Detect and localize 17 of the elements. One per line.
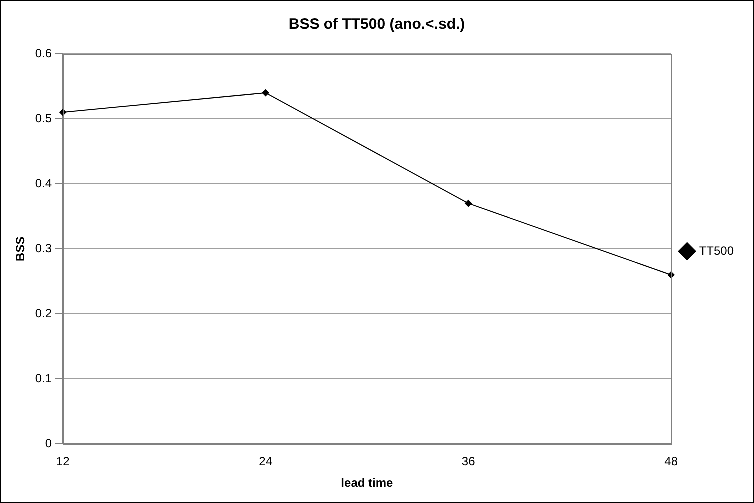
y-tick-label: 0.2 bbox=[35, 306, 52, 320]
y-tick-label: 0.3 bbox=[35, 241, 52, 256]
x-tick-label: 48 bbox=[664, 454, 678, 469]
legend-label: TT500 bbox=[699, 244, 734, 258]
y-tick-label: 0.5 bbox=[35, 111, 52, 126]
point bbox=[262, 90, 270, 97]
y-tick-label: 0.4 bbox=[35, 176, 52, 190]
y-tick-label: 0.6 bbox=[35, 46, 52, 60]
y-axis-title: BSS bbox=[14, 236, 28, 262]
x-tick-label: 36 bbox=[462, 454, 476, 469]
x-tick-label: 24 bbox=[259, 454, 273, 469]
chart-title: BSS of TT500 (ano.<.sd.) bbox=[288, 16, 466, 34]
y-tick-label: 0 bbox=[45, 436, 52, 451]
x-tick-label: 12 bbox=[56, 454, 70, 469]
y-tick-label: 0.1 bbox=[35, 371, 52, 386]
point bbox=[465, 200, 472, 208]
x-axis-title: lead time bbox=[341, 476, 394, 490]
